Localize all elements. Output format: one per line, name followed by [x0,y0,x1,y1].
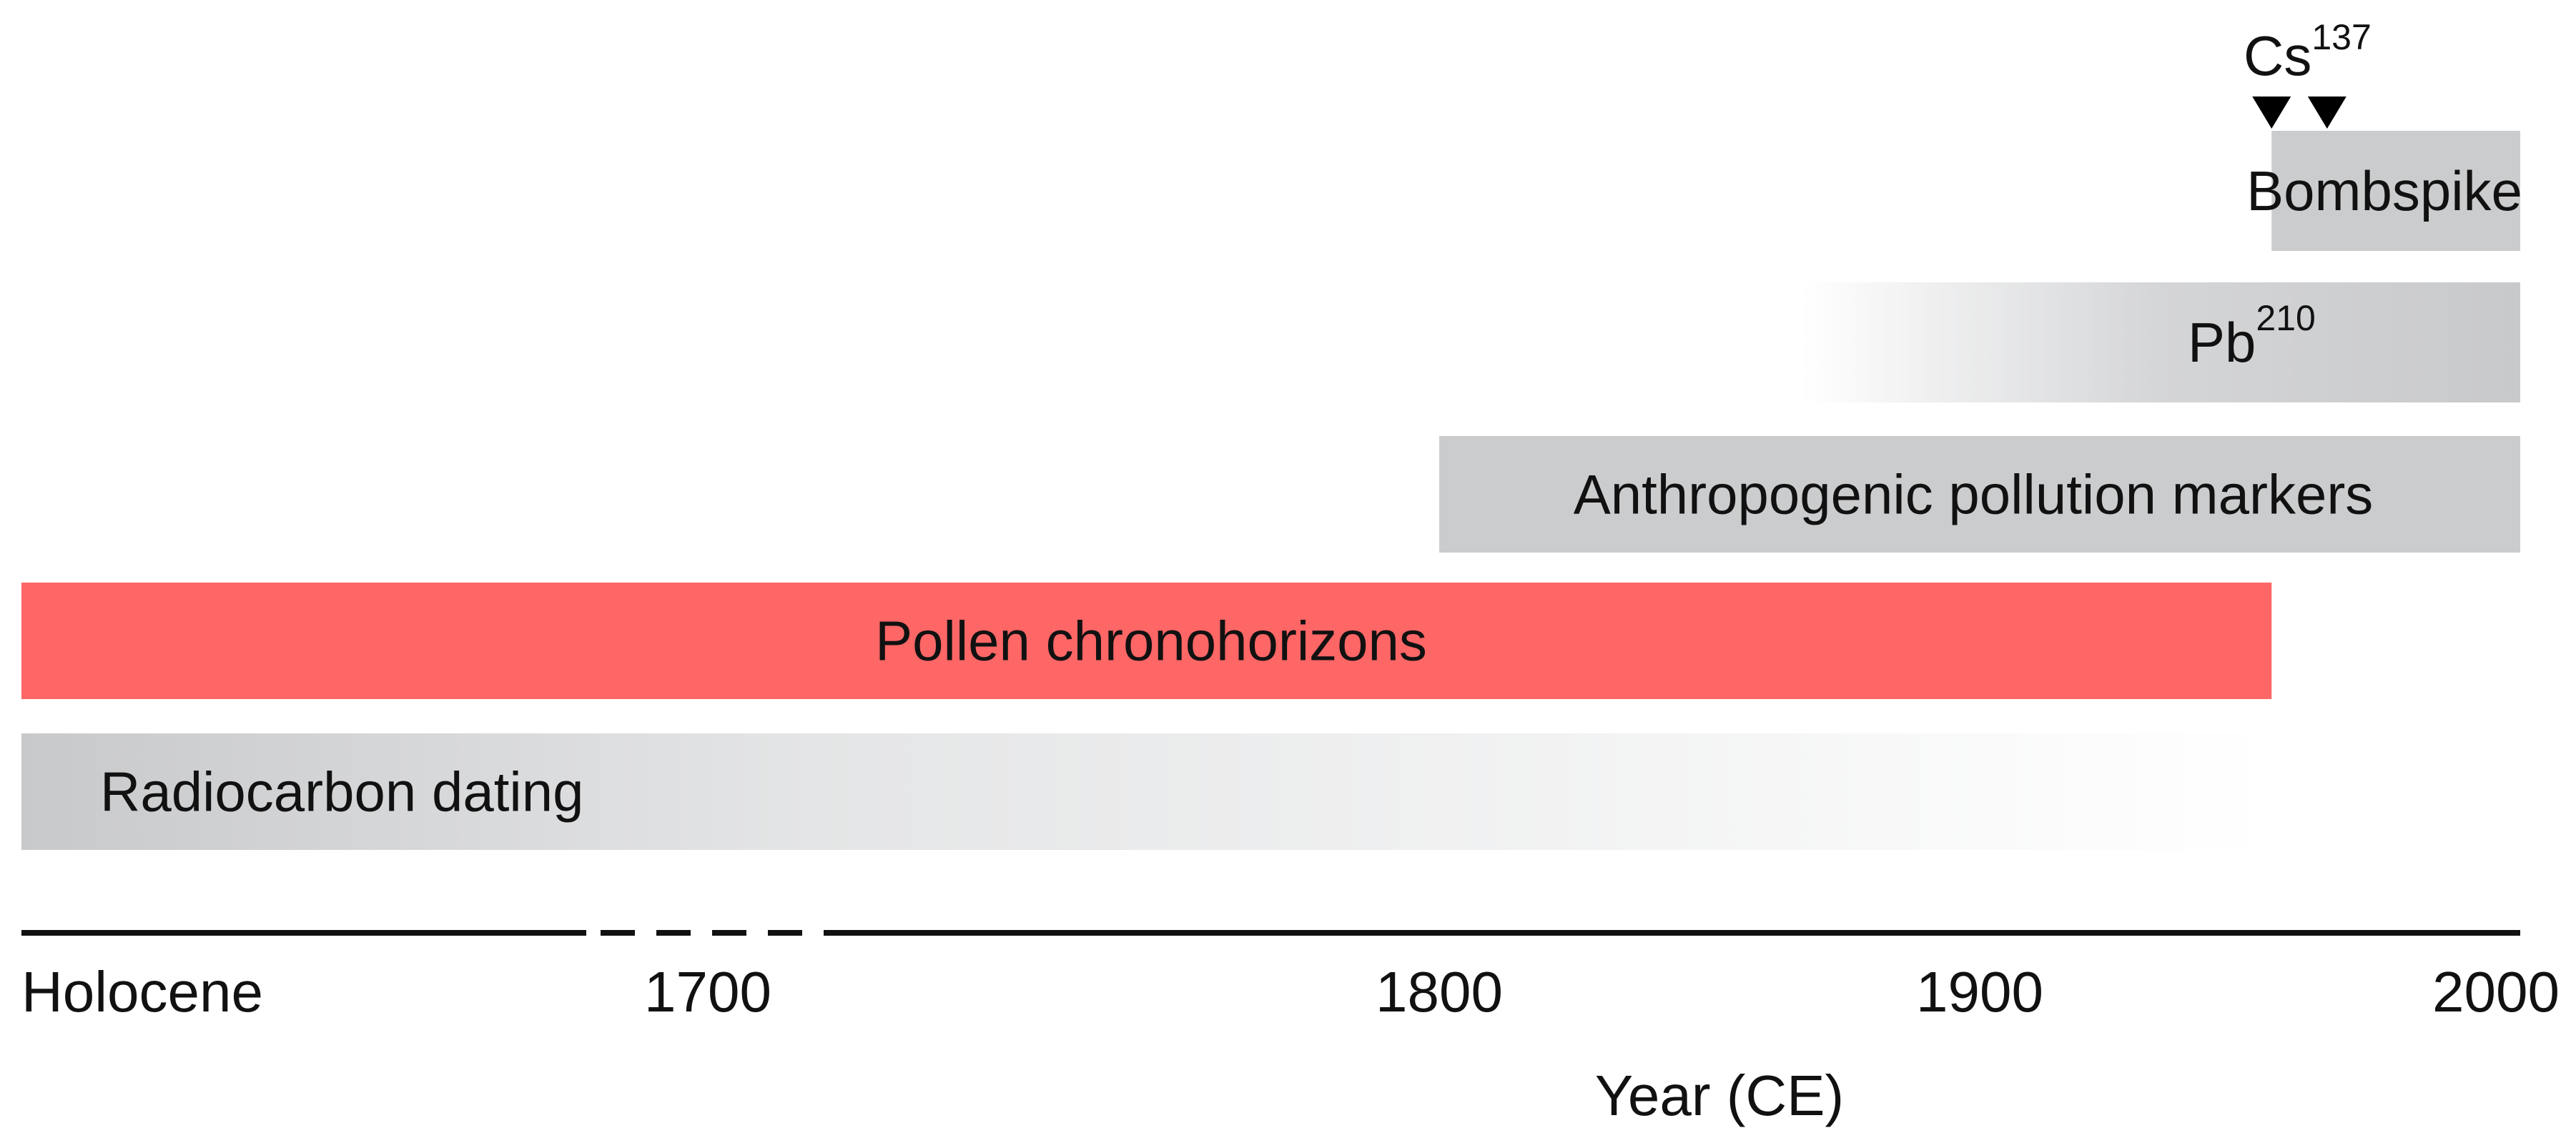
range-label-bombspike: Bombspike [2246,159,2522,222]
cs137-label-text: Cs [2244,24,2311,87]
cs137-label: Cs137 [2244,17,2372,87]
tick-label-1800: 1800 [1376,960,1503,1024]
cs137-marker-1964 [2307,97,2346,129]
cs137-marker-1954 [2252,97,2291,129]
range-label-text-pb210: Pb [2188,311,2256,374]
range-bar-pb210 [1801,282,2520,402]
tick-label-1900: 1900 [1916,960,2043,1024]
range-bombspike: Bombspike [2246,131,2522,251]
x-axis-title: Year (CE) [1595,1064,1844,1127]
range-pb210: Pb210 [1801,282,2520,402]
range-label-sup-pb210: 210 [2256,298,2315,338]
range-label-text-pollen: Pollen chronohorizons [875,610,1427,673]
time-axis: Holocene 1700 1800 1900 2000 Year (CE) [21,930,2560,1127]
tick-label-1700: 1700 [644,960,771,1024]
range-label-text-radiocarbon: Radiocarbon dating [100,761,583,823]
range-pollen: Pollen chronohorizons [21,583,2272,699]
range-label-pollen: Pollen chronohorizons [875,610,1427,673]
range-radiocarbon: Radiocarbon dating [21,733,2272,850]
range-label-anthropogenic: Anthropogenic pollution markers [1574,463,2374,526]
range-bar-bombspike [2271,131,2520,251]
range-anthropogenic: Anthropogenic pollution markers [1439,436,2520,553]
range-bar-radiocarbon [21,733,2272,850]
range-label-pb210: Pb210 [2188,298,2316,374]
range-bar-anthropogenic [1439,436,2520,553]
tick-label-2000: 2000 [2432,960,2560,1024]
cs137-markers: Cs137 [2244,17,2372,129]
range-bars: Radiocarbon dating Pollen chronohorizons A… [21,131,2522,850]
range-label-radiocarbon: Radiocarbon dating [100,761,583,823]
cs137-label-sup: 137 [2311,17,2371,57]
range-label-text-anthropogenic: Anthropogenic pollution markers [1574,463,2374,526]
range-bar-pollen [21,583,2272,699]
tick-label-holocene: Holocene [21,960,263,1024]
range-label-text-bombspike: Bombspike [2246,159,2522,222]
